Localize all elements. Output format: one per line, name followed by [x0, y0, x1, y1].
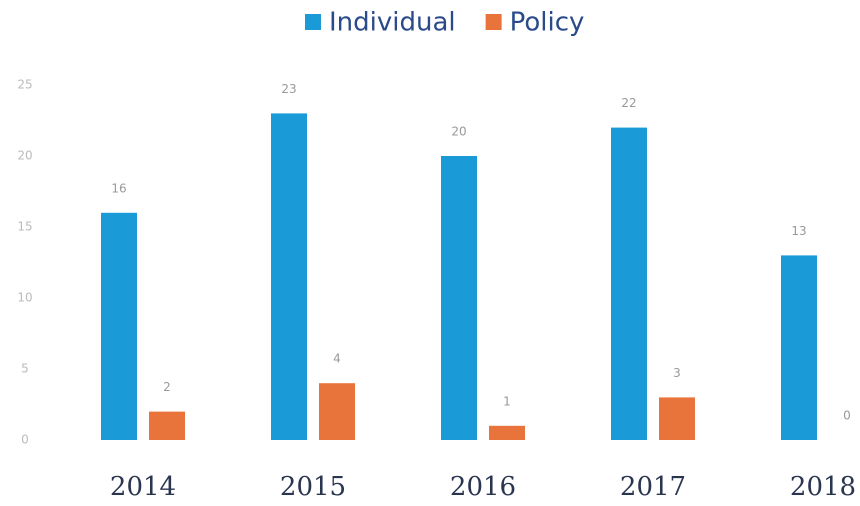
- bar: [271, 113, 307, 441]
- value-label: 1: [503, 394, 511, 408]
- y-tick-label: 20: [17, 149, 32, 163]
- value-label: 0: [843, 409, 851, 423]
- x-tick-label: 2018: [790, 472, 856, 502]
- value-label: 22: [621, 96, 636, 110]
- value-label: 20: [451, 125, 466, 139]
- value-label: 4: [333, 352, 341, 366]
- value-label: 13: [791, 224, 806, 238]
- y-tick-label: 25: [17, 78, 32, 92]
- y-tick-label: 5: [21, 362, 29, 376]
- bar: [781, 255, 817, 440]
- x-tick-label: 2015: [280, 472, 346, 502]
- value-label: 23: [281, 82, 296, 96]
- bar: [489, 425, 525, 440]
- bar: [659, 397, 695, 440]
- value-label: 2: [163, 380, 171, 394]
- y-tick-label: 15: [17, 220, 32, 234]
- y-tick-label: 0: [21, 433, 29, 447]
- legend-label: Individual: [329, 8, 456, 38]
- legend-swatch: [485, 14, 502, 30]
- bar: [149, 411, 185, 440]
- x-tick-label: 2014: [110, 472, 176, 502]
- bar: [319, 383, 355, 440]
- y-tick-label: 10: [17, 291, 32, 305]
- x-tick-label: 2017: [620, 472, 686, 502]
- legend-label: Policy: [510, 8, 585, 38]
- bar: [441, 156, 477, 440]
- value-label: 3: [673, 366, 681, 380]
- bar: [611, 127, 647, 440]
- value-label: 16: [111, 181, 126, 195]
- bar: [101, 212, 137, 440]
- x-tick-label: 2016: [450, 472, 516, 502]
- legend-swatch: [305, 14, 321, 30]
